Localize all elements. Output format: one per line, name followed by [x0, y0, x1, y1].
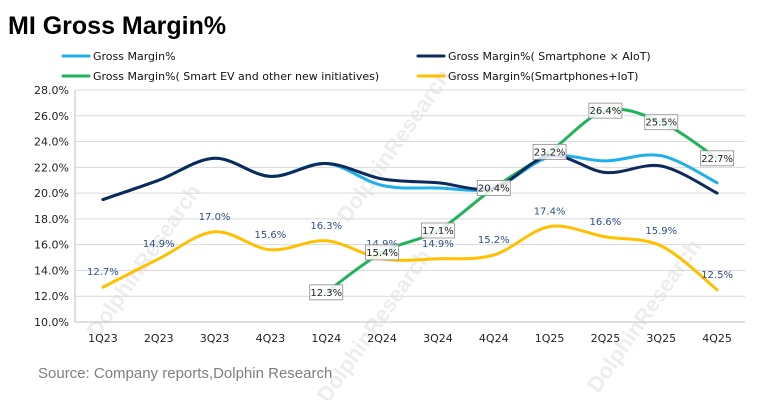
- data-label-text: 22.7%: [701, 154, 733, 165]
- y-tick-label: 16.0%: [34, 239, 69, 252]
- x-tick-label: 3Q23: [200, 332, 230, 345]
- data-label-smartphones-iot: 17.4%: [534, 207, 566, 218]
- legend-item-phone_aiot: Gross Margin%( Smartphone × AIoT): [416, 50, 651, 63]
- data-label-text: 20.4%: [478, 183, 510, 194]
- data-label-box: [532, 143, 567, 160]
- legend-label: Gross Margin%( Smartphone × AIoT): [448, 50, 651, 63]
- axes: 10.0% 12.0% 14.0% 16.0% 18.0% 20.0% 22.0% 24.0%…: [34, 84, 745, 345]
- data-label-box: [309, 284, 344, 301]
- x-tick-label: 3Q25: [646, 332, 676, 345]
- data-label-box: [421, 222, 455, 239]
- legend: Gross Margin% Gross Margin%( Smartphone ×…: [61, 50, 651, 83]
- y-tick-label: 10.0%: [34, 316, 69, 329]
- x-tick-label: 4Q23: [256, 332, 286, 345]
- legend-label: Gross Margin%(Smartphones+IoT): [448, 70, 638, 83]
- y-tick-label: 18.0%: [34, 213, 69, 226]
- data-label-box: [365, 244, 399, 261]
- series-line-phone_iot: [101, 224, 719, 292]
- x-tick-label: 4Q25: [702, 332, 732, 345]
- data-label-smart-ev: 26.4%: [588, 102, 623, 119]
- data-label-text: 12.3%: [310, 288, 342, 299]
- data-label-smart-ev: 25.5%: [644, 114, 679, 131]
- data-label-smartphones-iot: 12.5%: [701, 270, 733, 281]
- y-tick-label: 26.0%: [34, 110, 69, 123]
- x-tick-label: 2Q23: [144, 332, 174, 345]
- x-tick-label: 4Q24: [479, 332, 509, 345]
- data-label-smart-ev: 22.7%: [700, 150, 734, 167]
- data-label-box: [588, 102, 623, 119]
- x-tick-label: 1Q24: [311, 332, 341, 345]
- data-label-text: 26.4%: [590, 106, 622, 117]
- data-label-smartphones-iot: 14.9%: [366, 239, 398, 250]
- data-label-smartphones-iot: 14.9%: [422, 239, 454, 250]
- series-line-phone_aiot: [101, 154, 719, 202]
- data-label-smartphones-iot: 15.6%: [255, 230, 287, 241]
- data-label-smartphones-iot: 17.0%: [199, 212, 231, 223]
- data-labels: 12.7% 14.9% 17.0% 15.6% 16.3% 14.9% 14.9% 15.2%…: [87, 102, 734, 301]
- legend-item-ev: Gross Margin%( Smart EV and other new in…: [61, 70, 379, 83]
- data-label-smartphones-iot: 15.2%: [478, 235, 510, 246]
- y-tick-label: 28.0%: [34, 84, 69, 97]
- watermark-text-2: DolphinResearch: [582, 234, 706, 397]
- data-label-text: 15.4%: [366, 248, 398, 259]
- legend-label: Gross Margin%( Smart EV and other new in…: [93, 70, 379, 83]
- watermark-text-1: DolphinResearch: [82, 179, 206, 342]
- y-tick-label: 14.0%: [34, 264, 69, 277]
- y-tick-label: 22.0%: [34, 161, 69, 174]
- y-tick-label: 12.0%: [34, 290, 69, 303]
- data-label-text: 17.1%: [422, 226, 454, 237]
- y-tick-label: 24.0%: [34, 136, 69, 149]
- data-label-smartphones-iot: 16.6%: [590, 217, 622, 228]
- x-tick-label: 3Q24: [423, 332, 453, 345]
- data-label-smartphones-iot: 15.9%: [645, 226, 677, 237]
- data-label-smart-ev: 12.3%: [309, 284, 344, 301]
- data-label-box: [700, 150, 734, 167]
- data-label-smartphones-iot: 12.7%: [87, 267, 119, 278]
- legend-item-phone_iot: Gross Margin%(Smartphones+IoT): [416, 70, 638, 83]
- x-tick-label: 1Q25: [535, 332, 565, 345]
- data-label-text: 23.2%: [534, 147, 566, 158]
- source-note: Source: Company reports,Dolphin Research: [38, 365, 332, 382]
- x-tick-label: 1Q23: [88, 332, 118, 345]
- legend-label: Gross Margin%: [93, 50, 176, 63]
- data-label-smartphones-iot: 14.9%: [143, 239, 175, 250]
- data-label-smart-ev: 17.1%: [421, 222, 455, 239]
- y-tick-label: 20.0%: [34, 187, 69, 200]
- data-label-smart-ev: 15.4%: [365, 244, 399, 261]
- data-label-smart-ev: 23.2%: [532, 143, 567, 160]
- data-label-text: 25.5%: [645, 118, 677, 129]
- data-label-box: [476, 180, 511, 196]
- watermark-text-0: DolphinResearch: [332, 64, 456, 227]
- x-tick-label: 2Q25: [591, 332, 621, 345]
- chart-title: MI Gross Margin%: [8, 12, 226, 40]
- x-tick-label: 2Q24: [367, 332, 397, 345]
- data-label-smart-ev: 20.4%: [476, 180, 511, 196]
- legend-item-gm: Gross Margin%: [61, 50, 176, 63]
- data-label-smartphones-iot: 16.3%: [310, 221, 342, 232]
- data-label-box: [644, 114, 679, 131]
